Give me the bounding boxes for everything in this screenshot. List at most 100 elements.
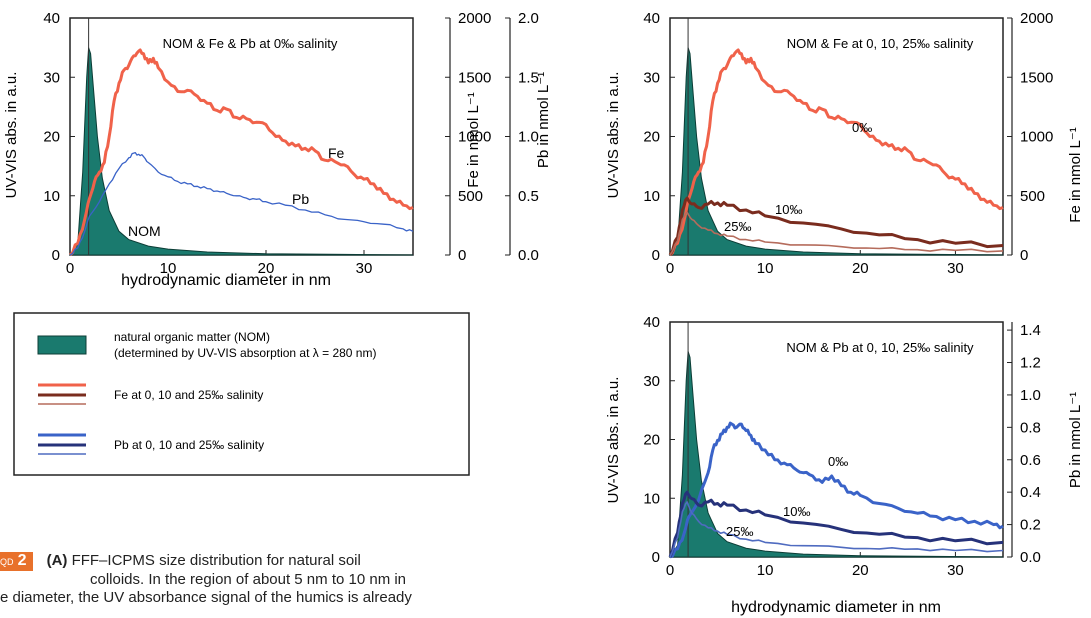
y-tick-label: 30 <box>643 69 660 86</box>
y-tick-label: 0 <box>652 549 660 566</box>
annotation-25-permil: 25‰ <box>724 219 751 234</box>
chart-nom-fe-pb-0-salinity: NOM & Fe & Pb at 0‰ salinity 0 10 20 30 0 10 2… <box>3 10 552 289</box>
x-tick-label: 0 <box>66 260 74 277</box>
annotation-0-permil: 0‰ <box>828 454 848 469</box>
legend-swatch-nom <box>37 335 87 355</box>
annotation-10-permil: 10‰ <box>783 504 810 519</box>
x-tick-label: 10 <box>757 562 774 579</box>
legend-label-nom-detail: (determined by UV-VIS absorption at λ = … <box>114 346 376 360</box>
annotation-10-permil: 10‰ <box>775 202 802 217</box>
y-axis-label: UV-VIS abs. in a.u. <box>605 72 622 199</box>
annotation-fe: Fe <box>328 145 345 161</box>
x-tick-label: 20 <box>852 562 869 579</box>
y-tick-label: 40 <box>43 10 60 27</box>
right-tick-label: 1000 <box>458 129 491 146</box>
series-line-Pb <box>69 151 414 256</box>
y-tick-label: 30 <box>43 69 60 86</box>
right-tick-label: 1.5 <box>518 69 539 86</box>
y-tick-label: 30 <box>643 373 660 390</box>
right-tick-label: 1000 <box>1020 129 1053 146</box>
x-tick-label: 30 <box>947 260 964 277</box>
right-tick-label: 2.0 <box>518 10 539 27</box>
right-tick-label: 1500 <box>458 69 491 86</box>
x-tick-label: 20 <box>852 260 869 277</box>
chart-nom-pb-salinity: NOM & Pb at 0, 10, 25‰ salinity 0 10 20 30 0… <box>605 314 1084 616</box>
y-tick-label: 0 <box>52 247 60 264</box>
series-line-10-permil <box>668 490 1004 558</box>
y-tick-label: 10 <box>643 188 660 205</box>
right-tick-label: 0.0 <box>1020 549 1041 566</box>
right-tick-label: 0 <box>458 247 466 264</box>
y3-axis-label: Pb in nmol L⁻¹ <box>535 72 552 168</box>
legend: natural organic matter (NOM) (determined… <box>13 312 470 476</box>
right-tick-label: 0.4 <box>1020 484 1041 501</box>
right-tick-label: 0 <box>1020 247 1028 264</box>
series-line-25-permil <box>669 211 1004 256</box>
y-tick-label: 0 <box>652 247 660 264</box>
right-tick-label: 1500 <box>1020 69 1053 86</box>
right-tick-label: 2000 <box>458 10 491 27</box>
right-tick-label: 1.0 <box>1020 387 1041 404</box>
right-tick-label: 0.2 <box>1020 517 1041 534</box>
x-tick-label: 0 <box>666 260 674 277</box>
right-tick-label: 1.4 <box>1020 322 1041 339</box>
x-axis-label: hydrodynamic diameter in nm <box>731 599 941 616</box>
right-tick-label: 500 <box>458 188 483 205</box>
chart-title: NOM & Fe at 0, 10, 25‰ salinity <box>787 36 974 51</box>
x-tick-label: 10 <box>757 260 774 277</box>
series-nom-area <box>669 351 1004 558</box>
plot-frame <box>669 17 1004 256</box>
right-tick-label: 2000 <box>1020 10 1053 27</box>
legend-label-nom: natural organic matter (NOM) <box>114 330 270 344</box>
chart-nom-fe-salinity: NOM & Fe at 0, 10, 25‰ salinity 0 10 20 30 0… <box>605 10 1084 277</box>
annotation-nom: NOM <box>128 223 161 239</box>
y2-axis-label: Pb in nmol L⁻¹ <box>1067 392 1084 488</box>
y2-axis-label: Fe in nmol L⁻¹ <box>465 92 482 187</box>
right-tick-label: 0.8 <box>1020 419 1041 436</box>
series-line-Fe <box>69 48 414 257</box>
x-tick-label: 0 <box>666 562 674 579</box>
y-tick-label: 40 <box>643 10 660 27</box>
x-tick-label: 10 <box>160 260 177 277</box>
right-tick-label: 0.5 <box>518 188 539 205</box>
y-tick-label: 10 <box>643 490 660 507</box>
chart-title: NOM & Pb at 0, 10, 25‰ salinity <box>786 340 974 355</box>
series-line-10-permil <box>668 196 1004 256</box>
series-nom-area <box>669 47 1004 256</box>
series-line-25-permil <box>669 501 1004 558</box>
right-tick-label: 0.0 <box>518 247 539 264</box>
right-tick-label: 500 <box>1020 188 1045 205</box>
chart-title: NOM & Fe & Pb at 0‰ salinity <box>163 36 338 51</box>
y-axis-label: UV-VIS abs. in a.u. <box>605 377 622 504</box>
y2-axis-label: Fe in nmol L⁻¹ <box>1067 127 1084 222</box>
annotation-0-permil: 0‰ <box>852 120 872 135</box>
caption-line-3: e diameter, the UV absorbance signal of … <box>0 589 412 606</box>
caption-line-2: colloids. In the region of about 5 nm to… <box>90 571 407 588</box>
y-tick-label: 20 <box>643 432 660 449</box>
x-tick-label: 20 <box>258 260 275 277</box>
x-axis-label: hydrodynamic diameter in nm <box>121 272 331 289</box>
x-tick-label: 30 <box>947 562 964 579</box>
annotation-pb: Pb <box>292 191 309 207</box>
caption-bold: (A) <box>46 552 68 569</box>
legend-label-pb: Pb at 0, 10 and 25‰ salinity <box>114 438 264 452</box>
y-tick-label: 40 <box>643 314 660 331</box>
legend-frame <box>13 312 470 476</box>
y-tick-label: 20 <box>43 129 60 146</box>
figure-caption: QD 2 (A) FFF–ICPMS size distribution for … <box>0 552 560 607</box>
legend-label-fe: Fe at 0, 10 and 25‰ salinity <box>114 388 263 402</box>
annotation-25-permil: 25‰ <box>726 524 753 539</box>
right-tick-label: 1.0 <box>518 129 539 146</box>
right-tick-label: 0.6 <box>1020 452 1041 469</box>
series-line-0-permil <box>668 48 1004 257</box>
series-nom-area <box>69 47 414 256</box>
y-tick-label: 20 <box>643 129 660 146</box>
plot-frame <box>69 17 414 256</box>
y-axis-label: UV-VIS abs. in a.u. <box>3 72 20 199</box>
caption-tag: QD 2 <box>0 552 33 571</box>
y-tick-label: 10 <box>43 188 60 205</box>
right-tick-label: 1.2 <box>1020 355 1041 372</box>
x-tick-label: 30 <box>356 260 373 277</box>
caption-line-1: FFF–ICPMS size distribution for natural … <box>67 552 361 569</box>
